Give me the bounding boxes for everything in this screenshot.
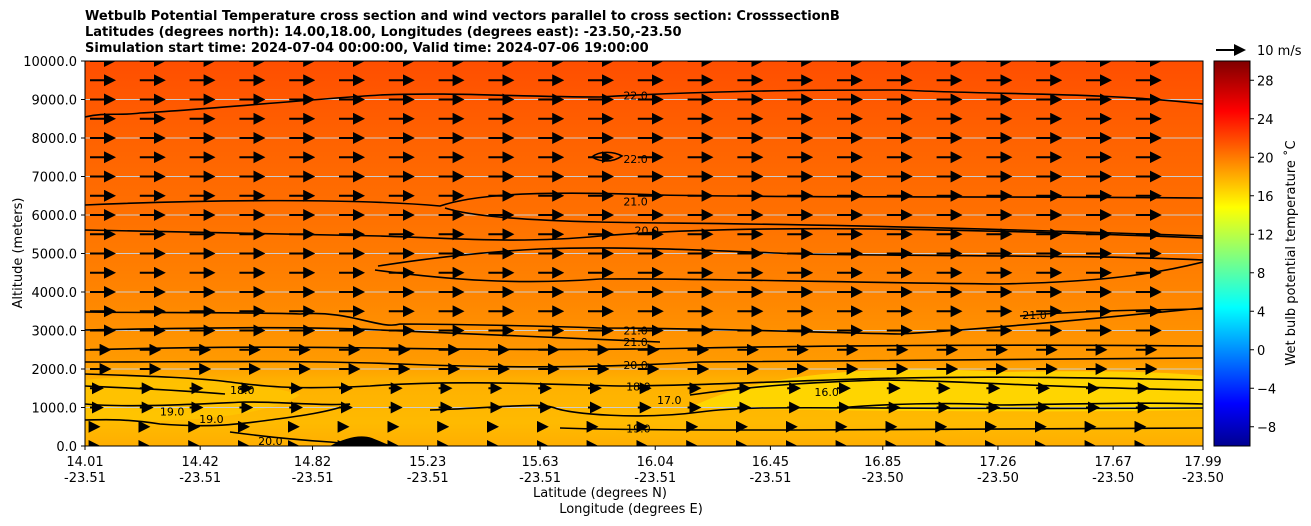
y-tick-label: 10000.0 [23,55,77,70]
colorbar-label: Wet bulb potential temperature ˚C [1283,140,1299,365]
wind-vectors [88,61,1162,446]
y-tick-label: 7000.0 [32,171,78,186]
colorbar-tick-label: 4 [1257,305,1265,320]
x-tick-label-lon: -23.51 [179,471,221,486]
contour-label: 21.0 [623,325,648,338]
x-tick-label-lon: -23.50 [1092,471,1134,486]
x-axis-label-latitude: Latitude (degrees N) [533,486,667,501]
x-axis: 14.01-23.5114.42-23.5114.82-23.5115.23-2… [64,446,1224,486]
contour-22-patch [590,151,624,162]
contour-18 [85,373,1203,389]
x-tick-label-lat: 15.23 [409,455,446,470]
x-tick-label-lon: -23.50 [862,471,904,486]
x-tick-label-lat: 15.63 [521,455,558,470]
contour-label: 20.0 [635,224,660,237]
contour-label: 19.0 [160,405,185,418]
contour-label: 21.0 [1022,309,1047,322]
x-tick-label-lat: 17.99 [1184,455,1221,470]
y-tick-label: 0.0 [56,440,77,455]
contour-19-bottom [559,427,1203,431]
contour-21-lower-b [85,326,661,343]
contour-label: 21.0 [623,196,648,209]
contour-label: 21.0 [623,336,648,349]
x-tick-label-lon: -23.51 [634,471,676,486]
contour-label: 19.0 [626,423,651,436]
x-tick-label-lat: 14.82 [294,455,331,470]
contour-label: 22.0 [623,153,648,166]
x-tick-label-lon: -23.51 [519,471,561,486]
contour-17 [689,379,1203,396]
colorbar-tick-label: 0 [1257,344,1265,359]
colorbar-tick-label: 24 [1257,113,1274,128]
x-tick-label-lat: 14.42 [182,455,219,470]
chart-title-line-2: Latitudes (degrees north): 14.00,18.00, … [85,25,682,40]
x-axis-label-longitude: Longitude (degrees E) [559,502,703,517]
contour-label: 18.0 [626,380,651,393]
x-tick-label-lon: -23.51 [407,471,449,486]
contour-label: 16.0 [814,386,839,399]
colorbar-tick-label: 20 [1257,151,1274,166]
contour-21-upper [85,192,1203,207]
colorbar-tick-label: −8 [1257,421,1276,436]
y-tick-label: 3000.0 [32,325,78,340]
wind-reference-label: 10 m/s [1257,44,1302,59]
contour-label: 18.0 [230,384,255,397]
x-tick-label-lon: -23.50 [977,471,1019,486]
y-axis: 0.0 1000.0 2000.0 3000.0 4000.0 5000.0 6000.0 7… [23,55,85,455]
contour-19-mid [429,404,1203,417]
x-tick-label-lon: -23.51 [749,471,791,486]
x-tick-label-lon: -23.51 [292,471,334,486]
x-tick-label-lat: 14.01 [66,455,103,470]
contour-label: 20.0 [623,359,648,372]
x-tick-label-lat: 16.85 [864,455,901,470]
x-tick-label-lat: 17.26 [979,455,1016,470]
y-tick-label: 9000.0 [32,94,78,109]
y-tick-label: 5000.0 [32,248,78,263]
x-tick-label-lon: -23.51 [64,471,106,486]
y-tick-label: 4000.0 [32,286,78,301]
contour-22-top [85,89,1203,118]
colorbar-tick-label: −4 [1257,382,1276,397]
x-tick-label-lat: 16.45 [752,455,789,470]
contour-21-lower [85,307,1203,335]
contour-label: 17.0 [657,394,682,407]
colorbar-tick-label: 16 [1257,190,1274,205]
colorbar-tick-label: 8 [1257,267,1265,282]
x-tick-label-lat: 17.67 [1095,455,1132,470]
y-tick-label: 1000.0 [32,402,78,417]
contour-label: 19.0 [199,413,224,426]
colorbar [1213,60,1251,447]
contour-label: 22.0 [623,90,648,103]
y-axis-label: Altitude (meters) [11,198,26,309]
contour-label: 20.0 [258,435,283,448]
y-tick-label: 8000.0 [32,132,78,147]
colorbar-tick-label: 28 [1257,74,1274,89]
x-tick-label-lon: -23.50 [1182,471,1224,486]
y-tick-label: 2000.0 [32,363,78,378]
contour-20-wedge [377,247,1203,267]
y-tick-label: 6000.0 [32,209,78,224]
colorbar-ticks: 28 24 20 16 12 8 4 0 −4 −8 [1250,74,1276,436]
chart-title-line-1: Wetbulb Potential Temperature cross sect… [85,9,840,24]
contour-19-left [85,401,351,427]
chart-title-line-3: Simulation start time: 2024-07-04 00:00:… [85,41,649,56]
colorbar-tick-label: 12 [1257,228,1274,243]
x-tick-label-lat: 16.04 [637,455,674,470]
